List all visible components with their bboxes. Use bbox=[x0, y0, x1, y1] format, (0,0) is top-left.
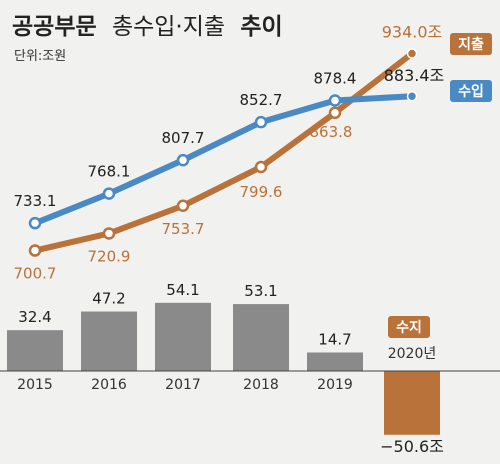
data-label: 807.7 bbox=[162, 129, 205, 147]
data-label: 863.8 bbox=[310, 123, 353, 141]
x-tick-label: 2017 bbox=[165, 377, 201, 393]
data-label: 733.1 bbox=[14, 192, 57, 210]
bar bbox=[7, 330, 63, 371]
legend-label: 수입 bbox=[458, 84, 484, 100]
bar-value-label: 32.4 bbox=[18, 308, 51, 326]
legend-label: 지출 bbox=[458, 36, 484, 53]
data-label: 753.7 bbox=[162, 220, 205, 238]
title-part1: 공공부문 bbox=[12, 14, 97, 40]
bar bbox=[233, 304, 289, 371]
data-point bbox=[328, 106, 342, 120]
x-tick-label: 2018 bbox=[243, 377, 279, 393]
data-label: 934.0조 bbox=[382, 23, 443, 42]
data-point bbox=[102, 227, 116, 240]
data-point bbox=[102, 187, 116, 200]
bar-legend-label: 수지 bbox=[396, 320, 422, 336]
bar bbox=[81, 311, 137, 371]
data-label: 852.7 bbox=[240, 91, 283, 109]
bar-value-label: 53.1 bbox=[244, 282, 277, 300]
data-point bbox=[328, 94, 342, 107]
data-point-end bbox=[406, 90, 418, 102]
data-point bbox=[176, 153, 190, 167]
data-label: 883.4조 bbox=[384, 66, 445, 85]
bar-value-label: 14.7 bbox=[318, 330, 351, 348]
x-tick-label: 2019 bbox=[317, 377, 353, 393]
data-point bbox=[254, 115, 268, 129]
bar-value-label: 47.2 bbox=[92, 290, 125, 308]
x-tick-label: 2015 bbox=[17, 377, 53, 393]
data-point bbox=[28, 216, 42, 230]
bar-legend-badge bbox=[388, 316, 430, 338]
data-point-end bbox=[406, 48, 418, 59]
bar-chart: 32.4 47.2 54.1 53.1 14.7 −50.6조 2015 2016 2017 20… bbox=[0, 281, 500, 456]
data-label: 799.6 bbox=[240, 183, 283, 201]
x-tick-label: 2016 bbox=[91, 377, 127, 393]
bar-value-label: −50.6조 bbox=[380, 437, 444, 456]
series-line-1 bbox=[32, 50, 415, 254]
data-point bbox=[176, 199, 190, 213]
title-part2: 총수입·지출 bbox=[112, 14, 225, 40]
x-tick-label: 2020년 bbox=[388, 346, 437, 362]
bar bbox=[155, 302, 211, 371]
unit-label: 단위:조원 bbox=[14, 49, 66, 64]
series-badge bbox=[450, 33, 492, 55]
data-label: 700.7 bbox=[14, 265, 57, 283]
data-point bbox=[254, 160, 268, 174]
title-part3: 추이 bbox=[240, 14, 282, 40]
bar bbox=[384, 371, 440, 435]
data-label: 720.9 bbox=[88, 247, 131, 265]
chart-title: 공공부문 총수입·지출 추이 bbox=[12, 14, 283, 40]
data-label: 768.1 bbox=[88, 163, 131, 181]
series-badge bbox=[450, 80, 492, 102]
data-point bbox=[28, 244, 42, 257]
data-label: 878.4 bbox=[314, 69, 357, 87]
bar-value-label: 54.1 bbox=[166, 281, 199, 299]
series-line-0 bbox=[32, 93, 415, 227]
bar bbox=[307, 352, 363, 371]
